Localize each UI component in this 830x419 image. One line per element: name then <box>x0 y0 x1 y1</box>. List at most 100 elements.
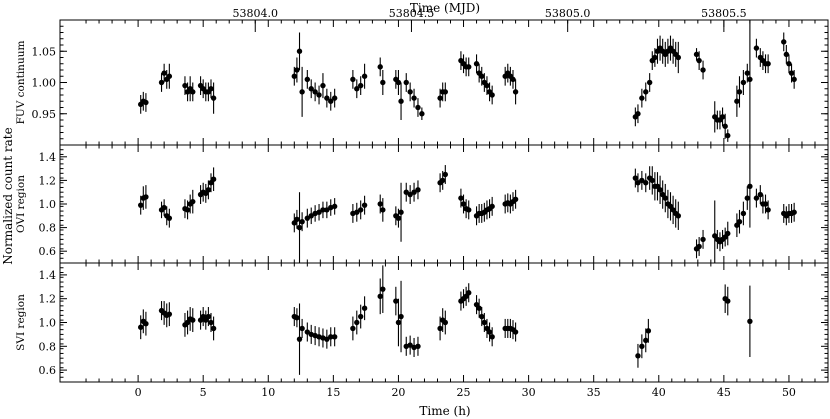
data-point <box>299 325 305 332</box>
data-point <box>357 207 364 213</box>
data-point <box>753 195 760 201</box>
x-tick-label: 45 <box>717 386 731 399</box>
data-point <box>481 319 488 326</box>
data-point <box>510 76 516 83</box>
data-point <box>380 207 386 213</box>
series-ovi-region <box>138 145 797 263</box>
data-point <box>736 89 743 95</box>
data-point <box>166 73 173 79</box>
data-point <box>184 207 191 213</box>
data-point <box>296 336 303 342</box>
panel-label-svi-region: SVI region <box>15 294 27 351</box>
data-point <box>205 187 212 193</box>
data-point <box>354 319 360 326</box>
panel-frame-ovi-region <box>59 144 829 264</box>
data-point <box>783 51 790 58</box>
data-point <box>473 61 480 67</box>
data-point <box>166 215 173 221</box>
data-point <box>786 61 792 67</box>
data-point <box>442 319 449 326</box>
data-point <box>415 343 421 349</box>
data-point <box>294 216 300 223</box>
data-point <box>734 98 740 104</box>
data-point <box>158 79 165 86</box>
y-tick-label: 1.2 <box>39 174 57 187</box>
data-point <box>398 209 404 215</box>
data-point <box>407 342 413 348</box>
data-point <box>296 48 303 54</box>
data-point <box>331 334 338 340</box>
data-point <box>395 79 402 86</box>
data-point <box>458 195 464 201</box>
data-point <box>512 329 519 335</box>
data-point <box>304 329 311 335</box>
panel-label-ovi-region: OVI region <box>15 175 27 233</box>
series-fuv-continuum <box>138 20 797 142</box>
data-point <box>643 337 649 344</box>
data-point <box>700 67 706 73</box>
data-point <box>299 219 305 225</box>
x-tick-label: 20 <box>391 386 405 399</box>
data-point <box>791 76 797 83</box>
data-point <box>190 317 196 323</box>
data-point <box>138 202 144 208</box>
data-point <box>331 203 338 210</box>
x-tick-label: 0 <box>135 386 142 399</box>
data-point <box>657 187 663 193</box>
data-point <box>357 82 364 89</box>
data-point <box>377 64 383 70</box>
data-point <box>395 319 402 326</box>
data-point <box>324 207 330 213</box>
data-point <box>645 328 652 334</box>
data-point <box>161 70 167 76</box>
panel-label-fuv-continuum: FUV continuum <box>15 41 27 125</box>
data-point <box>316 92 322 98</box>
data-point <box>308 86 314 92</box>
data-point <box>350 325 356 332</box>
data-point <box>643 180 649 186</box>
y-tick-label: 0.8 <box>39 340 57 353</box>
data-point <box>486 329 493 335</box>
data-point <box>639 343 645 349</box>
data-point <box>781 39 787 45</box>
data-point <box>294 315 300 321</box>
data-point <box>700 236 706 243</box>
data-point <box>350 76 356 83</box>
data-point <box>762 201 769 207</box>
data-point <box>328 334 334 340</box>
x-tick-label: 30 <box>522 386 536 399</box>
data-point <box>646 79 653 86</box>
data-layer <box>138 20 797 375</box>
data-point <box>439 177 446 184</box>
data-point <box>166 311 173 317</box>
x-tick-label: 35 <box>587 386 601 399</box>
data-point <box>294 67 300 73</box>
data-point <box>719 114 726 120</box>
data-point <box>361 73 368 79</box>
top-axis-title: Time (MJD) <box>410 1 480 15</box>
data-point <box>210 325 217 332</box>
data-point <box>182 82 188 89</box>
data-point <box>765 61 771 67</box>
data-point <box>635 111 641 117</box>
data-point <box>725 132 731 139</box>
data-point <box>479 73 485 79</box>
data-point <box>757 191 764 198</box>
y-tick-label: 1.0 <box>39 198 57 211</box>
data-point <box>466 290 472 296</box>
data-point <box>395 215 402 221</box>
data-point <box>693 51 700 58</box>
data-point <box>466 64 472 70</box>
y-tick-label: 1.0 <box>39 317 57 330</box>
data-point <box>407 191 413 198</box>
data-point <box>639 95 645 101</box>
x-tick-label: 25 <box>457 386 471 399</box>
data-point <box>489 203 495 210</box>
data-point <box>398 98 404 104</box>
x-tick-label: 50 <box>782 386 796 399</box>
data-point <box>512 89 519 95</box>
data-point <box>403 79 409 86</box>
data-point <box>649 177 655 184</box>
panel-frame-fuv-continuum <box>59 19 829 146</box>
